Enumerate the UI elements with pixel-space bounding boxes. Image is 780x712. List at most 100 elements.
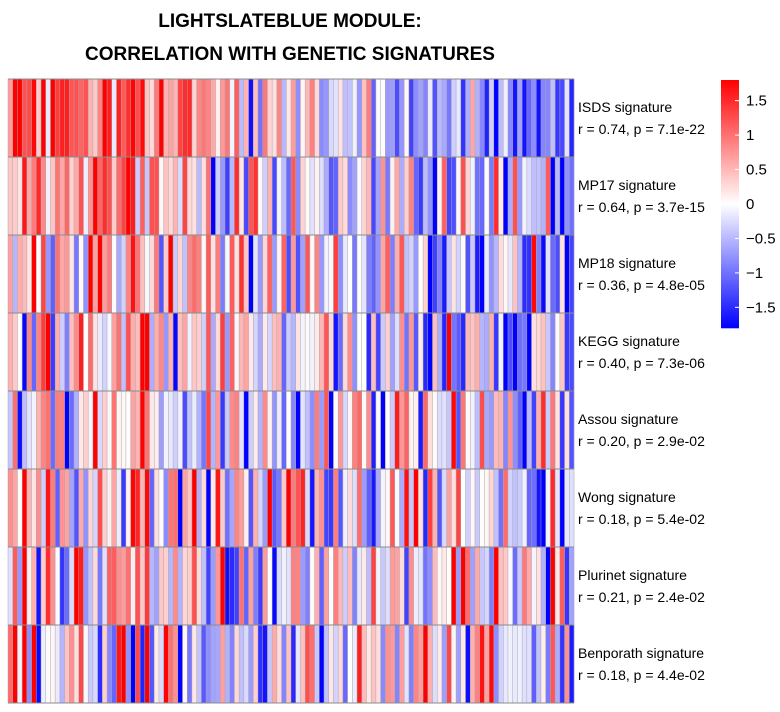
heatmap-cell [357,625,362,703]
heatmap-cell [522,235,527,313]
heatmap-cell [253,79,259,157]
heatmap-cell [333,547,339,625]
heatmap-cell [493,391,499,469]
heatmap-cell [498,235,504,313]
heatmap-cell [257,547,263,625]
heatmap-cell [347,313,353,391]
heatmap-cell [423,235,428,313]
heatmap-cell [522,313,527,391]
heatmap-cell [78,391,84,469]
heatmap-cell [338,313,344,391]
row-label-stat: r = 0.74, p = 7.1e-22 [578,121,705,137]
heatmap-cell [272,547,277,625]
heatmap-cell [413,625,419,703]
heatmap-cell [163,547,169,625]
heatmap-cell [493,547,499,625]
heatmap-cell [187,469,193,547]
heatmap-cell [50,469,56,547]
legend-swatch [721,124,739,127]
heatmap-cell [257,625,263,703]
heatmap-cell [305,547,311,625]
legend-swatch [721,176,739,179]
heatmap-cell [107,469,112,547]
heatmap-cell [83,157,89,235]
heatmap-cell [163,235,169,313]
heatmap-cell [149,313,155,391]
legend-swatch [721,102,739,105]
heatmap-cell [12,79,18,157]
heatmap-cell [423,391,428,469]
legend-swatch [721,284,739,287]
heatmap-cell [140,469,145,547]
heatmap-cell [262,625,268,703]
heatmap-cell [116,79,122,157]
heatmap-cell [338,157,344,235]
heatmap-cell [564,547,570,625]
heatmap-cell [50,157,56,235]
heatmap-cell [121,469,127,547]
heatmap-cell [234,235,240,313]
heatmap-cell [559,157,565,235]
legend-swatch [721,306,739,309]
heatmap-cell [17,235,23,313]
heatmap-cell [215,313,221,391]
heatmap-cell [300,313,306,391]
legend-swatch [721,216,739,219]
heatmap-cell [503,391,509,469]
heatmap-cell [540,625,546,703]
legend-swatch [721,258,739,261]
heatmap-cell [45,469,51,547]
heatmap-cell [177,235,183,313]
heatmap-cell [130,547,136,625]
heatmap-cell [224,469,230,547]
heatmap-cell [210,79,216,157]
legend-swatch [721,158,739,161]
heatmap-cell [45,157,51,235]
heatmap-cell [177,157,183,235]
heatmap-cell [276,469,282,547]
heatmap-cell [158,235,164,313]
heatmap-cell [149,625,155,703]
heatmap-cell [408,547,414,625]
heatmap-cell [536,313,542,391]
heatmap-cell [555,469,560,547]
heatmap-cell [201,313,207,391]
heatmap-cell [78,235,84,313]
heatmap-cell [187,313,193,391]
legend-swatch [721,290,739,293]
heatmap-cell [352,235,358,313]
heatmap-cell [366,235,372,313]
heatmap-cell [220,313,226,391]
heatmap-cell [295,235,301,313]
heatmap-cell [224,625,230,703]
heatmap-cell [59,79,65,157]
heatmap-cell [408,469,414,547]
heatmap-cell [413,547,419,625]
heatmap-cell [451,469,457,547]
heatmap-cell [441,79,447,157]
legend-swatch [721,164,739,167]
heatmap-cell [540,235,546,313]
heatmap-cell [220,547,226,625]
heatmap-cell [357,235,362,313]
heatmap-cell [154,157,160,235]
heatmap-cell [206,79,211,157]
heatmap-cell [314,625,320,703]
heatmap-cell [262,469,268,547]
heatmap-cell [253,391,259,469]
heatmap-cell [239,79,244,157]
heatmap-cell [564,79,570,157]
heatmap-cell [305,391,311,469]
heatmap-cell [83,79,89,157]
heatmap-cell [404,547,410,625]
heatmap-cell [512,157,518,235]
heatmap-cell [187,391,193,469]
heatmap-cell [243,235,249,313]
heatmap-cell [116,313,122,391]
heatmap-cell [380,547,386,625]
heatmap-cell [404,625,410,703]
legend-swatch [721,186,739,189]
heatmap-cell [437,313,443,391]
heatmap-cell [465,79,471,157]
heatmap-cell [276,547,282,625]
